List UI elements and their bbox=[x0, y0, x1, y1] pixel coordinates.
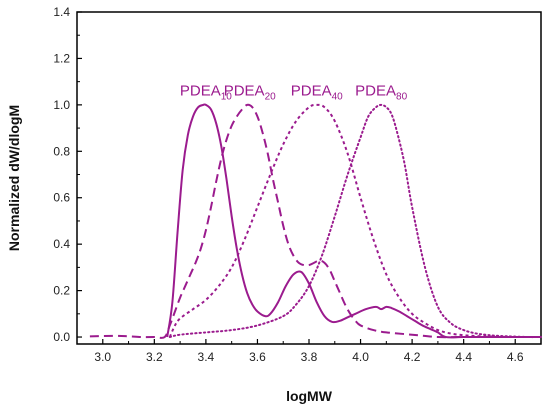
series-label-pdea10: PDEA10 bbox=[180, 83, 232, 103]
x-tick-label: 4.0 bbox=[352, 350, 369, 364]
y-axis-title: Normalized dW/dlogM bbox=[6, 105, 22, 251]
x-axis-title: logMW bbox=[286, 388, 333, 404]
y-tick-label: 1.4 bbox=[53, 5, 70, 19]
y-tick-label: 0.4 bbox=[53, 237, 70, 251]
y-tick-label: 0.8 bbox=[53, 144, 70, 158]
x-tick-label: 4.6 bbox=[507, 350, 524, 364]
series-lines bbox=[89, 103, 542, 339]
series-label-pdea80: PDEA80 bbox=[355, 83, 407, 103]
series-line-pdea20 bbox=[89, 103, 541, 339]
x-tick-label: 3.2 bbox=[146, 350, 163, 364]
series-line-pdea10 bbox=[166, 103, 541, 339]
series-line-pdea80 bbox=[168, 103, 542, 339]
plot-frame bbox=[76, 11, 542, 345]
x-tick-label: 4.2 bbox=[404, 350, 421, 364]
y-tick-label: 1.0 bbox=[53, 98, 70, 112]
x-tick-label: 3.6 bbox=[249, 350, 266, 364]
x-tick-label: 3.4 bbox=[198, 350, 215, 364]
axis-ticks: 3.0 3.2 3.4 3.6 3.8 4.0 4.2 4.4 4.6 0.0 0.2 0.4 0.6 0… bbox=[53, 5, 524, 364]
series-label-pdea40: PDEA40 bbox=[291, 83, 343, 103]
x-tick-label: 4.4 bbox=[455, 350, 472, 364]
y-tick-label: 0.6 bbox=[53, 191, 70, 205]
y-tick-label: 0.2 bbox=[53, 284, 70, 298]
series-label-pdea20: PDEA20 bbox=[224, 83, 276, 103]
series-line-pdea40 bbox=[168, 103, 541, 339]
x-tick-label: 3.8 bbox=[301, 350, 318, 364]
y-tick-label: 1.2 bbox=[53, 51, 70, 65]
y-tick-label: 0.0 bbox=[53, 330, 70, 344]
x-tick-label: 3.0 bbox=[94, 350, 111, 364]
